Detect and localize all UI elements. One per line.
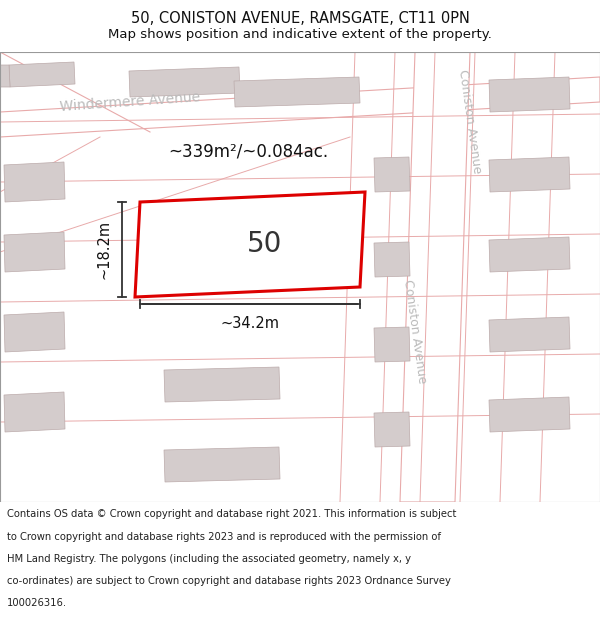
Text: to Crown copyright and database rights 2023 and is reproduced with the permissio: to Crown copyright and database rights 2…: [7, 531, 441, 541]
Polygon shape: [374, 242, 410, 277]
Polygon shape: [374, 157, 410, 192]
Polygon shape: [489, 237, 570, 272]
Polygon shape: [164, 447, 280, 482]
Polygon shape: [0, 65, 10, 87]
Polygon shape: [234, 77, 360, 107]
Polygon shape: [374, 412, 410, 447]
Polygon shape: [9, 62, 75, 87]
Polygon shape: [489, 157, 570, 192]
Text: co-ordinates) are subject to Crown copyright and database rights 2023 Ordnance S: co-ordinates) are subject to Crown copyr…: [7, 576, 451, 586]
Text: Coniston Avenue: Coniston Avenue: [456, 69, 484, 175]
Text: ~339m²/~0.084ac.: ~339m²/~0.084ac.: [168, 143, 328, 161]
Text: Windermere Avenue: Windermere Avenue: [59, 90, 201, 114]
Polygon shape: [4, 232, 65, 272]
Text: ~18.2m: ~18.2m: [97, 220, 112, 279]
Text: 50, CONISTON AVENUE, RAMSGATE, CT11 0PN: 50, CONISTON AVENUE, RAMSGATE, CT11 0PN: [131, 11, 469, 26]
Text: 100026316.: 100026316.: [7, 598, 67, 608]
Text: 50: 50: [247, 231, 283, 259]
Polygon shape: [4, 392, 65, 432]
Text: Map shows position and indicative extent of the property.: Map shows position and indicative extent…: [108, 28, 492, 41]
Polygon shape: [0, 77, 600, 137]
Polygon shape: [489, 397, 570, 432]
Polygon shape: [4, 162, 65, 202]
Polygon shape: [489, 317, 570, 352]
Text: HM Land Registry. The polygons (including the associated geometry, namely x, y: HM Land Registry. The polygons (includin…: [7, 554, 411, 564]
Polygon shape: [489, 77, 570, 112]
Polygon shape: [400, 52, 470, 502]
Polygon shape: [4, 312, 65, 352]
Text: Coniston Avenue: Coniston Avenue: [401, 279, 429, 385]
Polygon shape: [374, 327, 410, 362]
Polygon shape: [129, 67, 240, 97]
Text: Contains OS data © Crown copyright and database right 2021. This information is : Contains OS data © Crown copyright and d…: [7, 509, 457, 519]
Polygon shape: [135, 192, 365, 297]
Text: ~34.2m: ~34.2m: [221, 316, 280, 331]
Polygon shape: [164, 367, 280, 402]
